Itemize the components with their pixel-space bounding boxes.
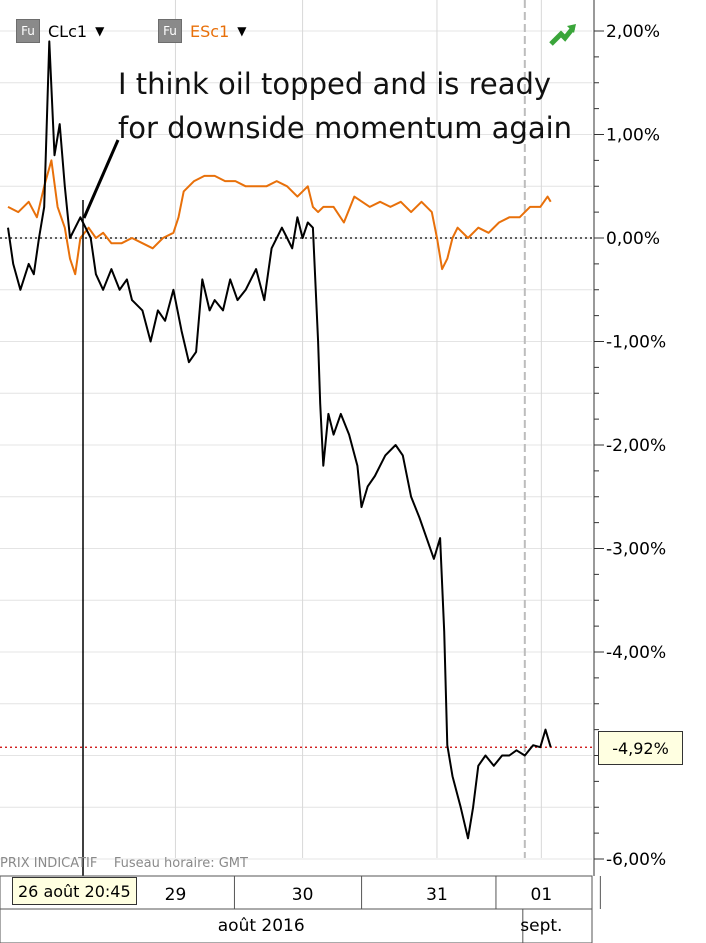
annotation-arrow [82, 139, 120, 219]
y-tick-label: -3,00% [606, 540, 666, 560]
y-tick-label: -6,00% [606, 850, 666, 870]
fu-icon[interactable]: Fu [16, 19, 40, 43]
trend-up-icon[interactable] [549, 20, 579, 48]
legend-item-clc1[interactable]: Fu CLc1 ▼ [16, 18, 104, 44]
month-band [0, 908, 593, 943]
footer-note: PRIX INDICATIF Fuseau horaire: GMT [0, 856, 248, 871]
legend-label-esc1: ESc1 [190, 21, 230, 41]
x-month-label: août 2016 [218, 916, 305, 936]
y-tick-label: -4,00% [606, 643, 666, 663]
x-tick-label: 29 [165, 885, 187, 905]
y-tick-label: -1,00% [606, 333, 666, 353]
legend-label-clc1: CLc1 [48, 21, 88, 41]
cursor-date-label: 26 août 20:45 [12, 877, 137, 905]
timezone-label: Fuseau horaire: GMT [113, 856, 248, 871]
legend-item-esc1[interactable]: Fu ESc1 ▼ [158, 18, 246, 44]
series-line-esc1 [7, 159, 552, 276]
chevron-down-icon[interactable]: ▼ [237, 24, 247, 38]
y-tick-label: 1,00% [606, 126, 660, 146]
fu-icon[interactable]: Fu [158, 19, 182, 43]
annotation-text: I think oil topped and is ready for down… [118, 67, 573, 145]
x-month-label: sept. [520, 916, 562, 936]
x-tick-label: 01 [531, 885, 553, 905]
x-tick-label: 30 [292, 885, 314, 905]
y-tick-label: 2,00% [606, 22, 660, 42]
y-tick-label: -2,00% [606, 436, 666, 456]
x-tick-label: 31 [426, 885, 448, 905]
series-line-clc1 [7, 40, 552, 840]
chevron-down-icon[interactable]: ▼ [95, 24, 105, 38]
last-value-label: -4,92% [598, 731, 683, 765]
y-tick-label: 0,00% [606, 229, 660, 249]
price-type-label: PRIX INDICATIF [0, 856, 98, 871]
